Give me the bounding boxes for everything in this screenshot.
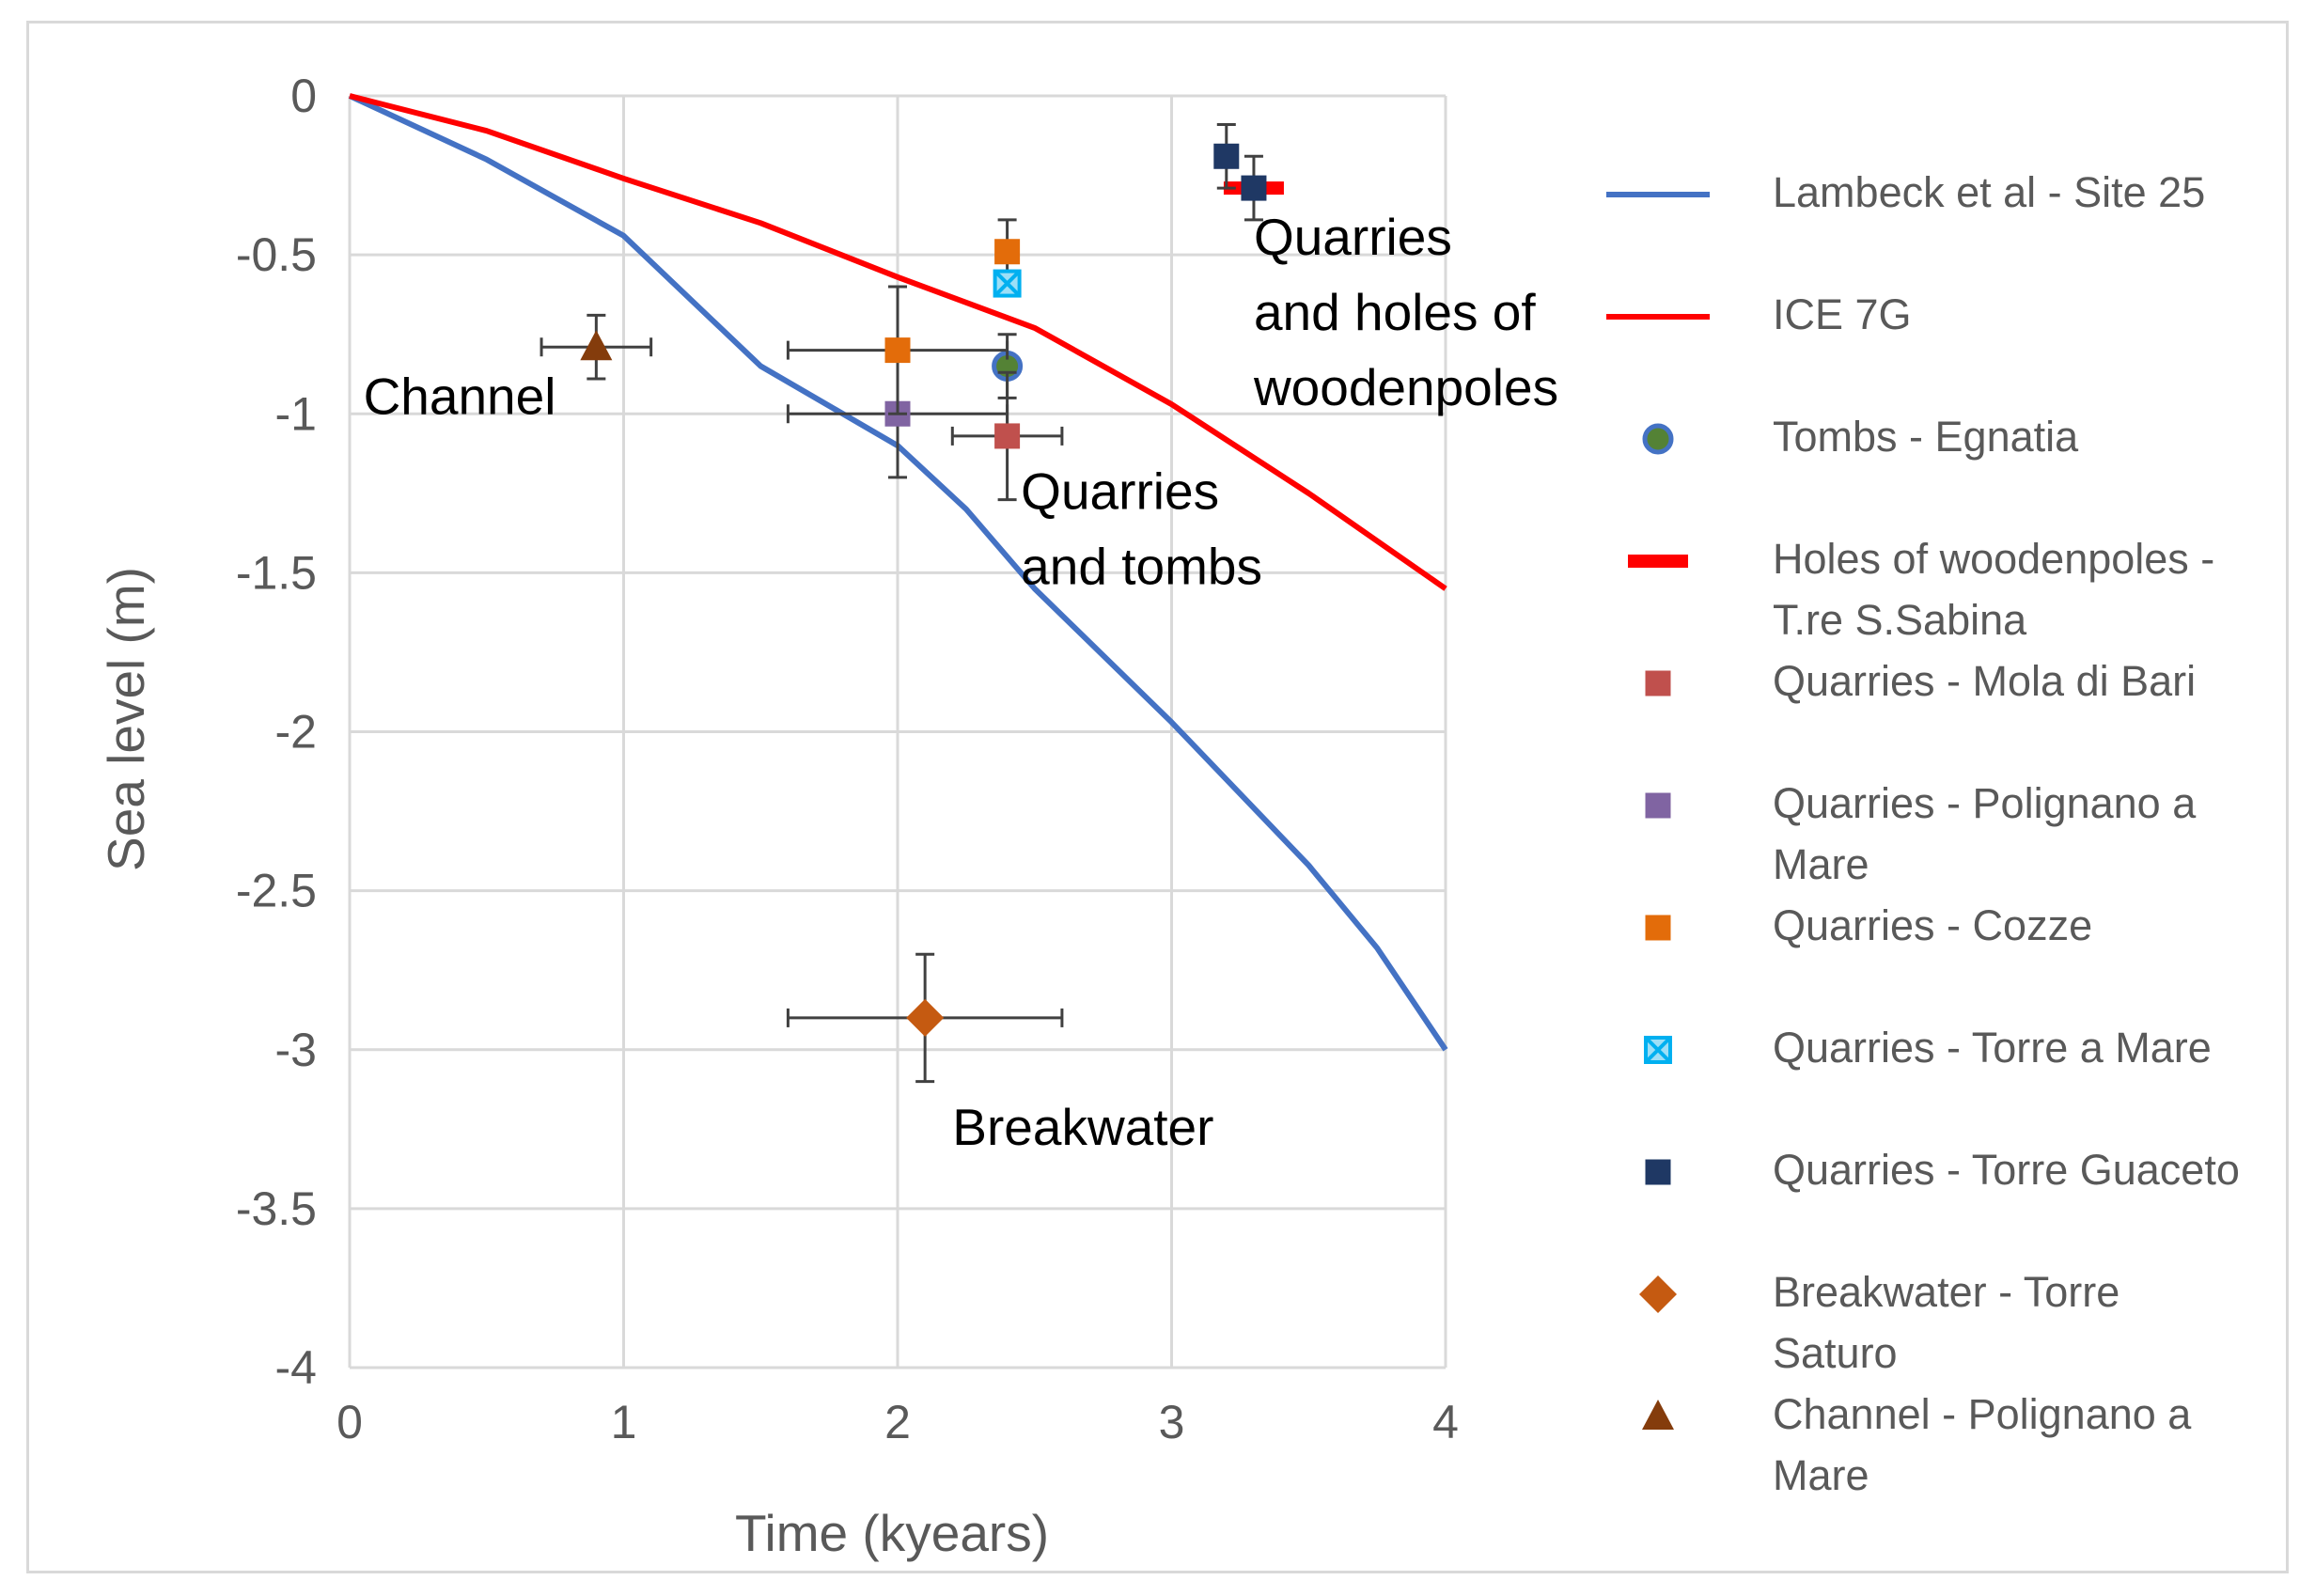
legend-marker	[1642, 1400, 1674, 1430]
annotation-quarries: Quarries and holes of woodenpoles	[1253, 208, 1558, 416]
legend-label-line: Channel - Polignano a	[1773, 1390, 2192, 1438]
point-quarries-cozze	[884, 337, 911, 364]
legend-marker	[1642, 423, 1674, 455]
legend-label: Quarries - Torre Guaceto	[1773, 1146, 2240, 1194]
legend-marker	[1645, 792, 1671, 819]
legend-label-line: Lambeck et al - Site 25	[1773, 168, 2205, 216]
legend-label: Quarries - Polignano a Mare	[1773, 779, 2197, 888]
chart-frame: 0 1 2 3 4 0 -0.5 -1 -1.5 -2 -2.5 -3 -3.5 -4 Channel Qu…	[26, 21, 2289, 1573]
legend-item-lambeck-et-al-site-25: Lambeck et al - Site 25	[1606, 168, 2205, 216]
y-tick-label: -2	[275, 706, 317, 759]
grid-layer	[348, 94, 1447, 1369]
point-quarries-torre-guaceto	[1241, 175, 1267, 201]
legend-label-line: Quarries - Torre Guaceto	[1773, 1146, 2240, 1194]
legend-label-line: Breakwater - Torre	[1773, 1268, 2119, 1316]
x-tick-label: 1	[611, 1396, 637, 1448]
x-tick-label: 3	[1159, 1396, 1185, 1448]
y-tick-label: -1.5	[236, 546, 317, 599]
y-axis-title: Sea level (m)	[97, 567, 155, 871]
legend-item-quarries-mola-di-bari: Quarries - Mola di Bari	[1645, 657, 2196, 705]
legend-item-quarries-polignano-a-mare: Quarries - Polignano a Mare	[1645, 779, 2197, 888]
annotation-line: Channel	[364, 367, 556, 425]
legend-label: Tombs - Egnatia	[1773, 413, 2079, 461]
annotation-channel: Channel	[364, 367, 556, 425]
annotation-layer: Channel Quarries and tombs Quarries and hole…	[364, 208, 1559, 1156]
point-quarries-torre-guaceto	[1213, 143, 1240, 169]
legend-label-line: Quarries - Torre a Mare	[1773, 1024, 2212, 1072]
legend-item-quarries-cozze: Quarries - Cozze	[1645, 901, 2092, 949]
legend-item-quarries-torre-guaceto: Quarries - Torre Guaceto	[1645, 1146, 2240, 1194]
annotation-line: and holes of	[1254, 283, 1536, 341]
annotation-line: woodenpoles	[1253, 358, 1558, 416]
legend-label-line: Mare	[1773, 1451, 1869, 1499]
legend-label: Lambeck et al - Site 25	[1773, 168, 2205, 216]
legend-label-line: Saturo	[1773, 1329, 1898, 1377]
annotation-line: Breakwater	[952, 1098, 1213, 1156]
legend-marker-cross	[1644, 1036, 1672, 1064]
legend-label: Quarries - Mola di Bari	[1773, 657, 2196, 705]
legend-label-line: Holes of woodenpoles -	[1773, 535, 2214, 583]
y-tick-label: -1	[275, 387, 317, 440]
line-layer	[348, 93, 1448, 1052]
legend-item-channel-polignano-a-mare: Channel - Polignano a Mare	[1642, 1390, 2192, 1499]
legend-item-holes-of-woodenpoles-t-re-s-sabina: Holes of woodenpoles - T.re S.Sabina	[1628, 535, 2214, 644]
legend-marker	[1639, 1275, 1677, 1313]
point-layer	[540, 122, 1284, 1084]
line-ice-7g	[349, 93, 1447, 591]
legend-marker	[1645, 1159, 1671, 1185]
point-quarries-cozze	[994, 239, 1021, 265]
y-tick-label: -2.5	[236, 865, 317, 917]
legend-label: Quarries - Torre a Mare	[1773, 1024, 2212, 1072]
y-tick-label: -3.5	[236, 1182, 317, 1235]
x-tick-label: 4	[1432, 1396, 1459, 1448]
y-tick-label: -4	[275, 1341, 317, 1394]
legend-marker	[1645, 670, 1671, 696]
x-axis-title: Time (kyears)	[735, 1504, 1049, 1562]
legend-label: Channel - Polignano a Mare	[1773, 1390, 2192, 1499]
y-tick-label: -0.5	[236, 228, 317, 281]
x-tick-label: 0	[336, 1396, 363, 1448]
legend-marker	[1644, 1036, 1672, 1064]
legend-label: Quarries - Cozze	[1773, 901, 2092, 949]
legend-label-line: Quarries - Mola di Bari	[1773, 657, 2196, 705]
annotation-quarries: Quarries and tombs	[1021, 462, 1262, 596]
tick-layer: 0 1 2 3 4 0 -0.5 -1 -1.5 -2 -2.5 -3 -3.5 -4	[236, 70, 1459, 1448]
y-tick-label: 0	[290, 70, 317, 122]
legend-label-line: Tombs - Egnatia	[1773, 413, 2079, 461]
line-lambeck-et-al-site-25	[348, 93, 1448, 1052]
legend-label-line: T.re S.Sabina	[1773, 596, 2027, 644]
x-tick-label: 2	[884, 1396, 911, 1448]
legend-label-line: ICE 7G	[1773, 290, 1912, 338]
legend-marker	[1645, 915, 1671, 941]
point-breakwater-torre-saturo	[906, 998, 945, 1037]
point-quarries-torre-a-mare	[993, 269, 1022, 298]
legend: Lambeck et al - Site 25 ICE 7G Tombs - Egn…	[1606, 168, 2240, 1499]
point-quarries-mola-di-bari	[994, 423, 1021, 449]
legend-label: Holes of woodenpoles - T.re S.Sabina	[1773, 535, 2214, 644]
legend-label-line: Mare	[1773, 840, 1869, 888]
annotation-breakwater: Breakwater	[952, 1098, 1213, 1156]
legend-item-ice-7g: ICE 7G	[1606, 290, 1912, 338]
legend-item-tombs-egnatia: Tombs - Egnatia	[1642, 413, 2079, 461]
legend-item-breakwater-torre-saturo: Breakwater - Torre Saturo	[1639, 1268, 2119, 1377]
point-channel-polignano-a-mare	[580, 330, 613, 361]
legend-label-line: Quarries - Cozze	[1773, 901, 2092, 949]
annotation-line: Quarries	[1021, 462, 1219, 521]
point-quarries-torre-a-mare-cross	[993, 270, 1022, 297]
legend-label: Breakwater - Torre Saturo	[1773, 1268, 2119, 1377]
legend-label-line: Quarries - Polignano a	[1773, 779, 2197, 827]
legend-item-quarries-torre-a-mare: Quarries - Torre a Mare	[1644, 1024, 2212, 1072]
legend-marker	[1628, 555, 1688, 568]
annotation-line: and tombs	[1021, 538, 1262, 596]
legend-label: ICE 7G	[1773, 290, 1912, 338]
annotation-line: Quarries	[1254, 208, 1452, 266]
y-tick-label: -3	[275, 1024, 317, 1076]
sea-level-chart: 0 1 2 3 4 0 -0.5 -1 -1.5 -2 -2.5 -3 -3.5 -4 Channel Qu…	[97, 70, 2240, 1562]
